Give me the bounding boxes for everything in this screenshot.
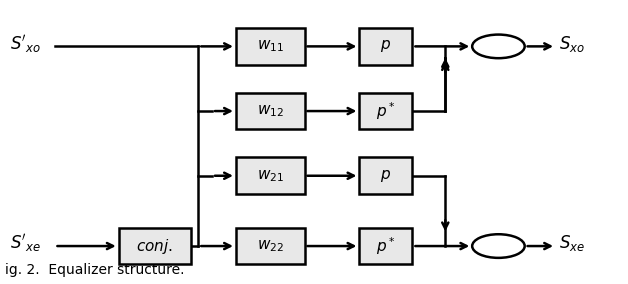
Text: $\mathbf{\it{conj.}}$: $\mathbf{\it{conj.}}$ [136, 237, 173, 256]
FancyBboxPatch shape [236, 157, 305, 194]
Text: $S'_{xe}$: $S'_{xe}$ [9, 232, 41, 254]
Text: $S_{xo}$: $S_{xo}$ [559, 34, 585, 54]
Text: $p$: $p$ [381, 168, 391, 184]
Text: $p^*$: $p^*$ [376, 235, 396, 257]
Text: $S'_{xo}$: $S'_{xo}$ [9, 33, 41, 55]
FancyBboxPatch shape [359, 228, 413, 264]
FancyBboxPatch shape [119, 228, 190, 264]
FancyBboxPatch shape [236, 228, 305, 264]
Text: $p^*$: $p^*$ [376, 100, 396, 122]
Text: $p$: $p$ [381, 38, 391, 54]
Text: $w_{11}$: $w_{11}$ [257, 39, 284, 54]
FancyBboxPatch shape [359, 157, 413, 194]
FancyBboxPatch shape [236, 93, 305, 129]
Text: $w_{21}$: $w_{21}$ [257, 168, 284, 183]
FancyBboxPatch shape [236, 28, 305, 65]
Circle shape [472, 35, 525, 58]
Circle shape [472, 234, 525, 258]
FancyBboxPatch shape [359, 28, 413, 65]
FancyBboxPatch shape [359, 93, 413, 129]
Text: $w_{12}$: $w_{12}$ [257, 103, 284, 119]
Text: ig. 2.  Equalizer structure.: ig. 2. Equalizer structure. [4, 263, 184, 277]
Text: $S_{xe}$: $S_{xe}$ [559, 233, 585, 253]
Text: $w_{22}$: $w_{22}$ [257, 238, 284, 254]
